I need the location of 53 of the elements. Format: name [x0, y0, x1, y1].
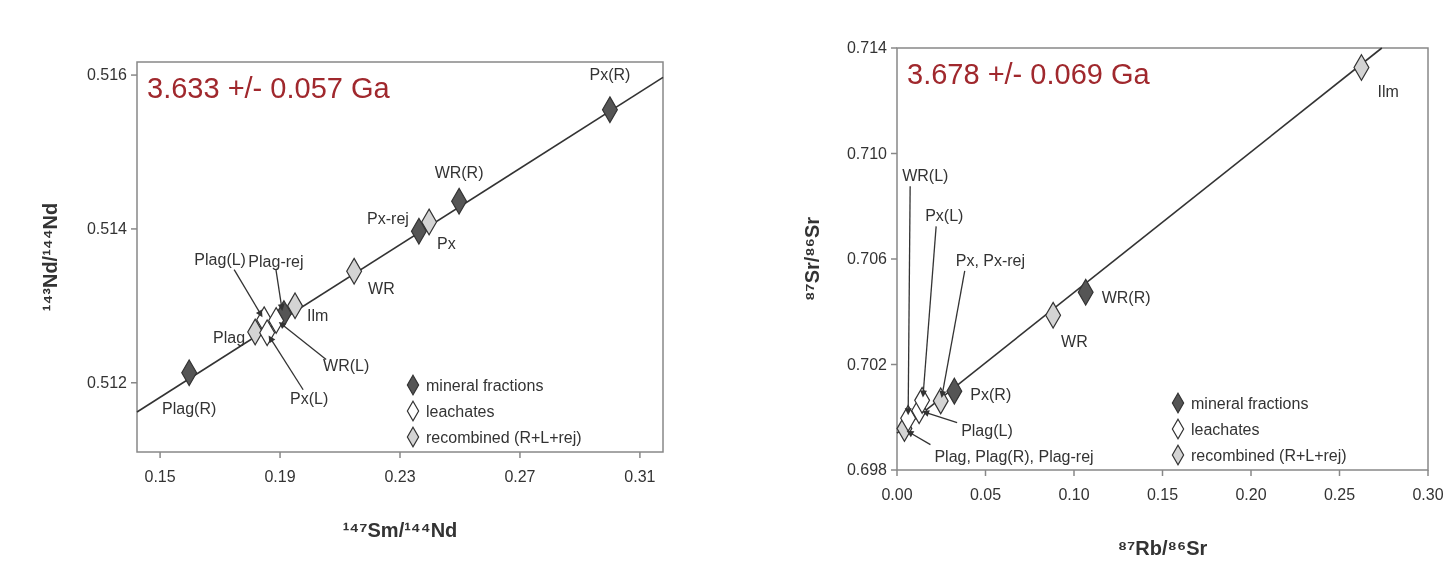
- annotation: Plag(R): [162, 399, 217, 417]
- annotation: WR(L): [323, 357, 370, 375]
- annotation: Px-rej: [367, 210, 409, 228]
- x-tick-label: 0.19: [264, 468, 296, 485]
- legend-label: mineral fractions: [1191, 395, 1309, 412]
- x-tick-label: 0.10: [1058, 486, 1090, 503]
- annotation: WR(R): [1101, 289, 1151, 307]
- annotation: Plag(L): [961, 421, 1013, 439]
- x-tick-label: 0.05: [969, 486, 1002, 503]
- annotation: WR(R): [434, 164, 484, 182]
- x-axis-title: ¹⁴⁷Sm/¹⁴⁴Nd: [342, 519, 458, 541]
- legend-label: leachates: [1191, 421, 1260, 438]
- x-axis-title: ⁸⁷Rb/⁸⁶Sr: [1117, 537, 1208, 559]
- x-tick-label: 0.27: [504, 468, 536, 485]
- annotation: 3.678 +/- 0.069 Ga: [907, 58, 1151, 90]
- y-tick-label: 0.514: [86, 219, 128, 237]
- y-tick-label: 0.702: [846, 355, 888, 373]
- annotation: Plag-rej: [248, 252, 304, 270]
- annotation: WR(L): [902, 167, 949, 185]
- x-tick-label: 0.30: [1412, 486, 1444, 503]
- annotation: Plag(L): [194, 250, 246, 268]
- annotation: Px(L): [925, 207, 964, 225]
- y-tick-label: 0.512: [86, 373, 128, 391]
- annotation: Px(R): [970, 386, 1012, 404]
- annotation: Px(R): [589, 65, 631, 83]
- x-tick-label: 0.23: [384, 468, 416, 485]
- annotation: WR: [368, 280, 395, 298]
- annotation: Plag: [213, 329, 246, 346]
- y-axis-title: ⁸⁷Sr/⁸⁶Sr: [801, 216, 823, 302]
- x-tick-label: 0.25: [1323, 486, 1356, 503]
- annotation: Ilm: [307, 306, 329, 324]
- x-tick-label: 0.00: [881, 486, 913, 503]
- y-tick-label: 0.710: [846, 144, 888, 162]
- annotation: Px(L): [290, 389, 329, 407]
- x-tick-label: 0.15: [144, 468, 176, 485]
- y-axis-title: ¹⁴³Nd/¹⁴⁴Nd: [39, 202, 61, 312]
- annotation: 3.633 +/- 0.057 Ga: [147, 72, 391, 104]
- annotation: Plag, Plag(R), Plag-rej: [934, 447, 1094, 465]
- legend-label: recombined (R+L+rej): [426, 429, 582, 446]
- y-tick-label: 0.516: [86, 66, 128, 84]
- annotation: Ilm: [1377, 82, 1399, 100]
- legend-label: mineral fractions: [426, 377, 544, 394]
- x-tick-label: 0.31: [624, 468, 656, 485]
- y-tick-label: 0.698: [846, 461, 888, 478]
- legend-label: recombined (R+L+rej): [1191, 447, 1347, 464]
- x-tick-label: 0.15: [1146, 486, 1179, 503]
- annotation: Px, Px-rej: [955, 251, 1026, 269]
- annotation: WR: [1061, 333, 1088, 351]
- x-tick-label: 0.20: [1235, 486, 1267, 503]
- y-tick-label: 0.714: [846, 39, 888, 56]
- y-tick-label: 0.706: [846, 250, 888, 267]
- legend-label: leachates: [426, 403, 495, 420]
- annotation: Px: [437, 235, 456, 252]
